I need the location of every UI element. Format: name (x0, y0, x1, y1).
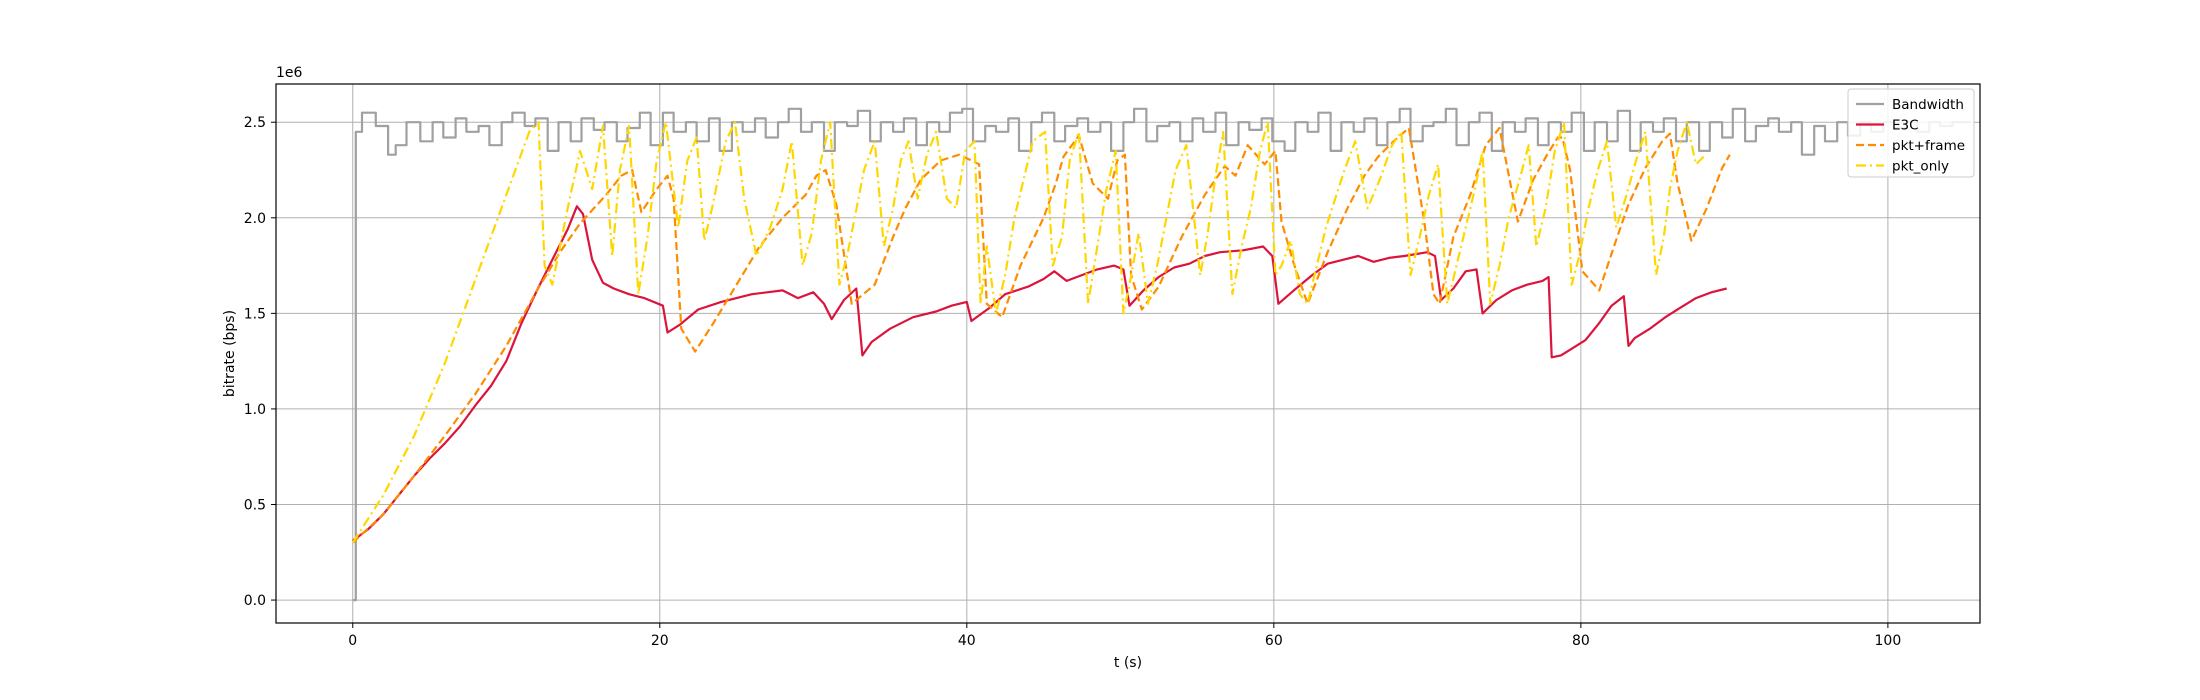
y-tick-label: 0.5 (244, 497, 266, 513)
y-tick-label: 1.0 (244, 402, 266, 418)
series-line-pkt-only (351, 121, 1705, 544)
series-line-bandwidth (352, 107, 1971, 602)
y-axis-offset-text: 1e6 (276, 65, 303, 81)
y-tick-label: 2.5 (244, 115, 266, 131)
y-tick-label: 2.0 (244, 211, 266, 227)
y-axis-label: bitrate (bps) (222, 310, 238, 397)
x-tick-label: 60 (1265, 633, 1283, 649)
x-axis-label: t (s) (1114, 655, 1142, 671)
y-axis-ticks: 0.0 0.5 1.0 1.5 2.0 2.5 (244, 115, 276, 609)
y-tick-label: 1.5 (244, 306, 266, 322)
legend-box (1847, 88, 1975, 178)
legend-label-pkt-frame: pkt+frame (1892, 138, 1965, 154)
x-tick-label: 0 (348, 633, 357, 649)
x-tick-label: 20 (651, 633, 669, 649)
series-line-pkt-frame (352, 126, 1731, 544)
x-tick-label: 80 (1572, 633, 1590, 649)
series-lines (351, 107, 1971, 602)
x-tick-label: 40 (958, 633, 976, 649)
x-axis-ticks: 0 20 40 60 80 100 (348, 623, 1901, 649)
legend: Bandwidth E3C pkt+frame pkt_only (1847, 88, 1975, 178)
series-line-e3c (352, 205, 1727, 542)
legend-label-pkt-only: pkt_only (1892, 159, 1949, 175)
legend-label-bandwidth: Bandwidth (1892, 97, 1964, 113)
plot-area-frame (275, 83, 1981, 624)
y-tick-label: 0.0 (244, 593, 266, 609)
legend-label-e3c: E3C (1892, 118, 1919, 134)
x-tick-label: 100 (1875, 633, 1902, 649)
